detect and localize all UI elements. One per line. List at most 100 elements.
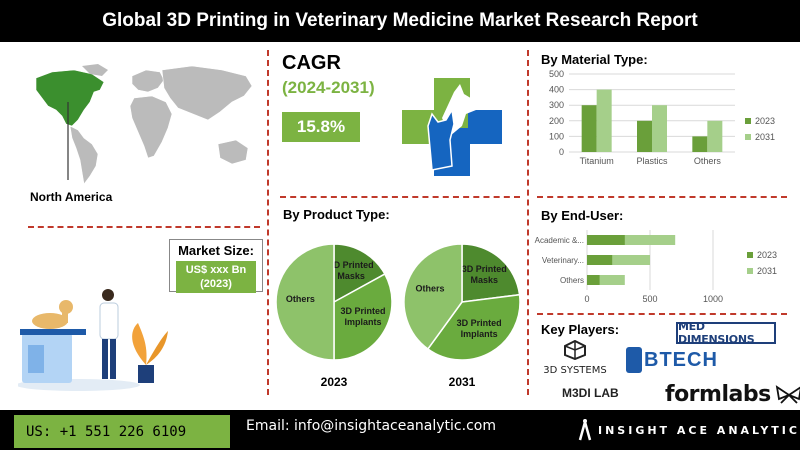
market-size-box: Market Size: US$ xxx Bn (2023) [169, 239, 263, 293]
product-type-pies: 3D Printed Masks 3D Printed Implants Others 2… [275, 243, 521, 389]
market-size-title: Market Size: [178, 243, 254, 258]
logo-formlabs: formlabs [665, 382, 800, 407]
email-address: Email: info@insightaceanalytic.com [246, 418, 496, 434]
plant-pot [138, 365, 154, 383]
divider-right-horizontal-1 [537, 196, 787, 198]
vet-coat [99, 302, 119, 340]
pie-slice-others [403, 243, 463, 350]
bar-2023-plastics [637, 120, 652, 152]
formlabs-label: formlabs [665, 382, 771, 407]
africa-shape [129, 95, 173, 159]
dog-neck [62, 311, 68, 323]
plant-leaf-1 [132, 323, 147, 365]
world-map [35, 64, 253, 185]
x-tick-label: Titanium [580, 156, 614, 166]
bar-2023-others [692, 136, 708, 152]
phone-number: US: +1 551 226 6109 [14, 415, 230, 448]
cagr-title: CAGR [282, 52, 341, 74]
plant-leaf-2 [146, 331, 168, 365]
cagr-period: (2024-2031) [282, 78, 375, 97]
x-tick-label: Others [694, 156, 722, 166]
legend-label-2031: 2031 [755, 132, 775, 142]
vet-cross-logo [402, 78, 502, 176]
pie-slice-label: 3D Printed Implants [340, 306, 385, 327]
greenland-shape [82, 64, 108, 76]
brand-name: INSIGHT ACE ANALYTIC [598, 424, 800, 437]
y-tick-label: 300 [549, 100, 564, 110]
pie-year-label: 2023 [321, 375, 348, 389]
divider-left-horizontal [28, 226, 260, 228]
europe-shape [131, 69, 165, 93]
cross-right-blue [468, 110, 502, 144]
y-tick-label: 400 [549, 85, 564, 95]
3d-systems-label: 3D SYSTEMS [543, 365, 607, 376]
pie-slice-label: 3D Printed Masks [462, 264, 507, 285]
legend-swatch-2031 [745, 134, 751, 140]
divider-right-horizontal-2 [537, 313, 787, 315]
cabinet-door [28, 345, 44, 373]
y-tick-label: 500 [549, 69, 564, 79]
pie-slice-label: Others [286, 294, 315, 304]
pie-slice-3d-printed-masks [461, 243, 521, 303]
logo-3d-systems: 3D SYSTEMS [540, 339, 610, 376]
legend-swatch-2023 [745, 118, 751, 124]
exam-table-top [20, 329, 86, 335]
material-type-chart: 0 100 200 300 400 500 Titanium Plastics Others 20… [549, 69, 775, 166]
pie-2031: 3D Printed Masks 3D Printed Implants Others 2… [403, 243, 521, 389]
y-tick-label: 200 [549, 116, 564, 126]
dog-body [32, 313, 68, 329]
pie-slice-label: 3D Printed Masks [329, 260, 374, 281]
x-tick-label: 1000 [703, 294, 723, 304]
bar-2031-plastics [652, 105, 667, 152]
btech-icon [626, 347, 642, 373]
btech-label: BTECH [644, 348, 718, 371]
cagr-value: 15.8% [282, 112, 360, 142]
legend-label-2031: 2031 [757, 266, 777, 276]
brand-logo-icon [578, 419, 592, 441]
legend-label-2023: 2023 [757, 250, 777, 260]
logo-m3di-lab: M3DI LAB [562, 386, 619, 400]
y-tick-label: Veterinary... [542, 256, 584, 265]
report-title: Global 3D Printing in Veterinary Medicin… [0, 0, 800, 42]
market-size-year: (2023) [200, 278, 232, 290]
market-size-amount: US$ xxx Bn [185, 264, 247, 276]
pie-slice-others [275, 243, 335, 361]
y-tick-label: Others [560, 276, 584, 285]
bar-2031-row-1 [587, 255, 650, 265]
product-type-title: By Product Type: [283, 207, 390, 222]
divider-left [267, 50, 269, 395]
end-user-chart: 0 500 1000 Academic &... Veterinary... Others… [535, 230, 777, 304]
vet-head [102, 289, 114, 301]
bar-overlay-2023-row-2 [587, 275, 600, 285]
bar-2031-row-2 [587, 275, 625, 285]
legend-swatch-2023 [747, 252, 753, 258]
bar-2031-row-0 [587, 235, 676, 245]
material-type-title: By Material Type: [541, 52, 648, 67]
y-tick-label: Academic &... [535, 236, 584, 245]
bar-2023-titanium [581, 105, 597, 152]
bar-2031-others [707, 120, 723, 152]
end-user-title: By End-User: [541, 208, 624, 223]
x-tick-label: 500 [642, 294, 657, 304]
bar-overlay-2023-row-0 [587, 235, 625, 245]
market-size-value: US$ xxx Bn (2023) [176, 261, 256, 293]
north-america-shape [35, 69, 105, 127]
region-label: North America [30, 190, 113, 204]
vet-leg-left [102, 339, 108, 379]
legend-swatch-2031 [747, 268, 753, 274]
pie-2023: 3D Printed Masks 3D Printed Implants Others 2… [275, 243, 393, 389]
veterinarian-illustration [18, 289, 168, 391]
vet-leg-right [110, 339, 116, 379]
divider-middle-horizontal [280, 196, 520, 198]
south-america-shape [69, 125, 99, 185]
australia-shape [217, 139, 249, 165]
key-players-title: Key Players: [541, 322, 620, 337]
asia-shape [161, 65, 253, 121]
legend-label-2023: 2023 [755, 116, 775, 126]
x-tick-label: Plastics [636, 156, 668, 166]
logo-btech: BTECH [626, 345, 718, 375]
pie-slice-3d-printed-implants [426, 293, 521, 361]
pie-slice-3d-printed-implants [333, 273, 393, 361]
y-tick-label: 100 [549, 131, 564, 141]
pie-slice-3d-printed-masks [333, 243, 386, 304]
